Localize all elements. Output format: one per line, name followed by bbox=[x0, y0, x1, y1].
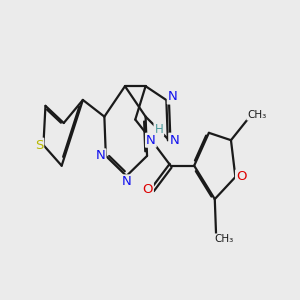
Text: O: O bbox=[236, 170, 247, 184]
Text: N: N bbox=[169, 134, 179, 147]
Text: N: N bbox=[122, 176, 131, 188]
Text: S: S bbox=[35, 139, 43, 152]
Text: N: N bbox=[146, 134, 156, 147]
Text: O: O bbox=[142, 183, 153, 196]
Text: CH₃: CH₃ bbox=[247, 110, 266, 120]
Text: CH₃: CH₃ bbox=[215, 234, 234, 244]
Text: N: N bbox=[168, 91, 178, 103]
Text: N: N bbox=[96, 149, 105, 162]
Text: H: H bbox=[154, 123, 163, 136]
